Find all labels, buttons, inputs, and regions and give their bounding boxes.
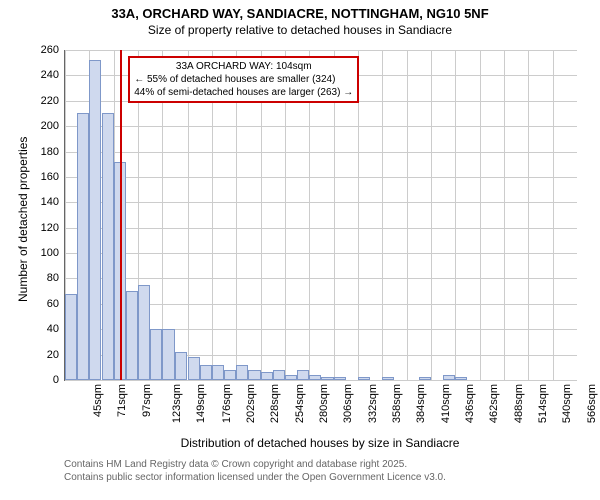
ytick-label: 120: [41, 222, 59, 234]
x-axis-label: Distribution of detached houses by size …: [64, 436, 576, 450]
xtick-label: 149sqm: [195, 384, 207, 423]
ytick-label: 20: [47, 349, 59, 361]
ytick-label: 100: [41, 247, 59, 259]
xtick-label: 462sqm: [488, 384, 500, 423]
xtick-label: 97sqm: [141, 384, 153, 417]
reference-line: [120, 50, 122, 380]
histogram-bar: [175, 352, 187, 380]
gridline-v: [407, 50, 408, 380]
ytick-label: 140: [41, 196, 59, 208]
gridline-h: [65, 228, 577, 229]
footer-attribution: Contains HM Land Registry data © Crown c…: [64, 458, 446, 484]
gridline-h: [65, 177, 577, 178]
ytick-label: 160: [41, 171, 59, 183]
ytick-label: 80: [47, 272, 59, 284]
callout-line: 33A ORCHARD WAY: 104sqm: [134, 60, 353, 73]
xtick-label: 306sqm: [342, 384, 354, 423]
gridline-h: [65, 253, 577, 254]
histogram-bar: [162, 329, 174, 380]
ytick-label: 0: [53, 374, 59, 386]
histogram-bar: [224, 370, 236, 380]
histogram-bar: [212, 365, 224, 380]
gridline-v: [455, 50, 456, 380]
xtick-label: 358sqm: [391, 384, 403, 423]
callout-box: 33A ORCHARD WAY: 104sqm← 55% of detached…: [128, 56, 359, 103]
chart-container: 33A, ORCHARD WAY, SANDIACRE, NOTTINGHAM,…: [0, 0, 600, 500]
histogram-bar: [273, 370, 285, 380]
gridline-v: [553, 50, 554, 380]
callout-line: 44% of semi-detached houses are larger (…: [134, 86, 353, 99]
histogram-bar: [443, 375, 455, 380]
xtick-label: 488sqm: [513, 384, 525, 423]
histogram-bar: [248, 370, 260, 380]
histogram-bar: [358, 377, 370, 380]
footer-line: Contains HM Land Registry data © Crown c…: [64, 458, 446, 471]
gridline-v: [480, 50, 481, 380]
gridline-h: [65, 278, 577, 279]
histogram-bar: [236, 365, 248, 380]
histogram-bar: [150, 329, 162, 380]
histogram-bar: [321, 377, 333, 380]
xtick-label: 202sqm: [245, 384, 257, 423]
histogram-bar: [138, 285, 150, 380]
plot-area: 02040608010012014016018020022024026045sq…: [64, 50, 577, 381]
histogram-bar: [419, 377, 431, 380]
xtick-label: 176sqm: [221, 384, 233, 423]
gridline-h: [65, 380, 577, 381]
histogram-bar: [334, 377, 346, 380]
histogram-bar: [102, 113, 114, 380]
ytick-label: 260: [41, 44, 59, 56]
gridline-v: [431, 50, 432, 380]
ytick-label: 240: [41, 69, 59, 81]
gridline-h: [65, 152, 577, 153]
xtick-label: 123sqm: [171, 384, 183, 423]
ytick-label: 200: [41, 120, 59, 132]
xtick-label: 228sqm: [269, 384, 281, 423]
ytick-label: 60: [47, 298, 59, 310]
xtick-label: 540sqm: [561, 384, 573, 423]
gridline-v: [382, 50, 383, 380]
xtick-label: 280sqm: [318, 384, 330, 423]
xtick-label: 71sqm: [116, 384, 128, 417]
histogram-bar: [382, 377, 394, 380]
xtick-label: 410sqm: [440, 384, 452, 423]
histogram-bar: [65, 294, 77, 380]
xtick-label: 45sqm: [92, 384, 104, 417]
xtick-label: 566sqm: [586, 384, 598, 423]
histogram-bar: [77, 113, 89, 380]
histogram-bar: [89, 60, 101, 380]
xtick-label: 436sqm: [464, 384, 476, 423]
ytick-label: 180: [41, 146, 59, 158]
ytick-label: 40: [47, 323, 59, 335]
xtick-label: 514sqm: [537, 384, 549, 423]
histogram-bar: [309, 375, 321, 380]
histogram-bar: [200, 365, 212, 380]
callout-line: ← 55% of detached houses are smaller (32…: [134, 73, 353, 86]
xtick-label: 384sqm: [415, 384, 427, 423]
histogram-bar: [297, 370, 309, 380]
ytick-label: 220: [41, 95, 59, 107]
y-axis-label: Number of detached properties: [16, 137, 30, 302]
histogram-bar: [455, 377, 467, 380]
xtick-label: 332sqm: [367, 384, 379, 423]
histogram-bar: [126, 291, 138, 380]
histogram-bar: [188, 357, 200, 380]
xtick-label: 254sqm: [294, 384, 306, 423]
chart-subtitle: Size of property relative to detached ho…: [0, 23, 600, 41]
gridline-v: [504, 50, 505, 380]
histogram-bar: [285, 375, 297, 380]
footer-line: Contains public sector information licen…: [64, 471, 446, 484]
gridline-v: [528, 50, 529, 380]
gridline-h: [65, 202, 577, 203]
gridline-h: [65, 50, 577, 51]
histogram-bar: [261, 372, 273, 380]
gridline-h: [65, 126, 577, 127]
chart-title: 33A, ORCHARD WAY, SANDIACRE, NOTTINGHAM,…: [0, 0, 600, 23]
